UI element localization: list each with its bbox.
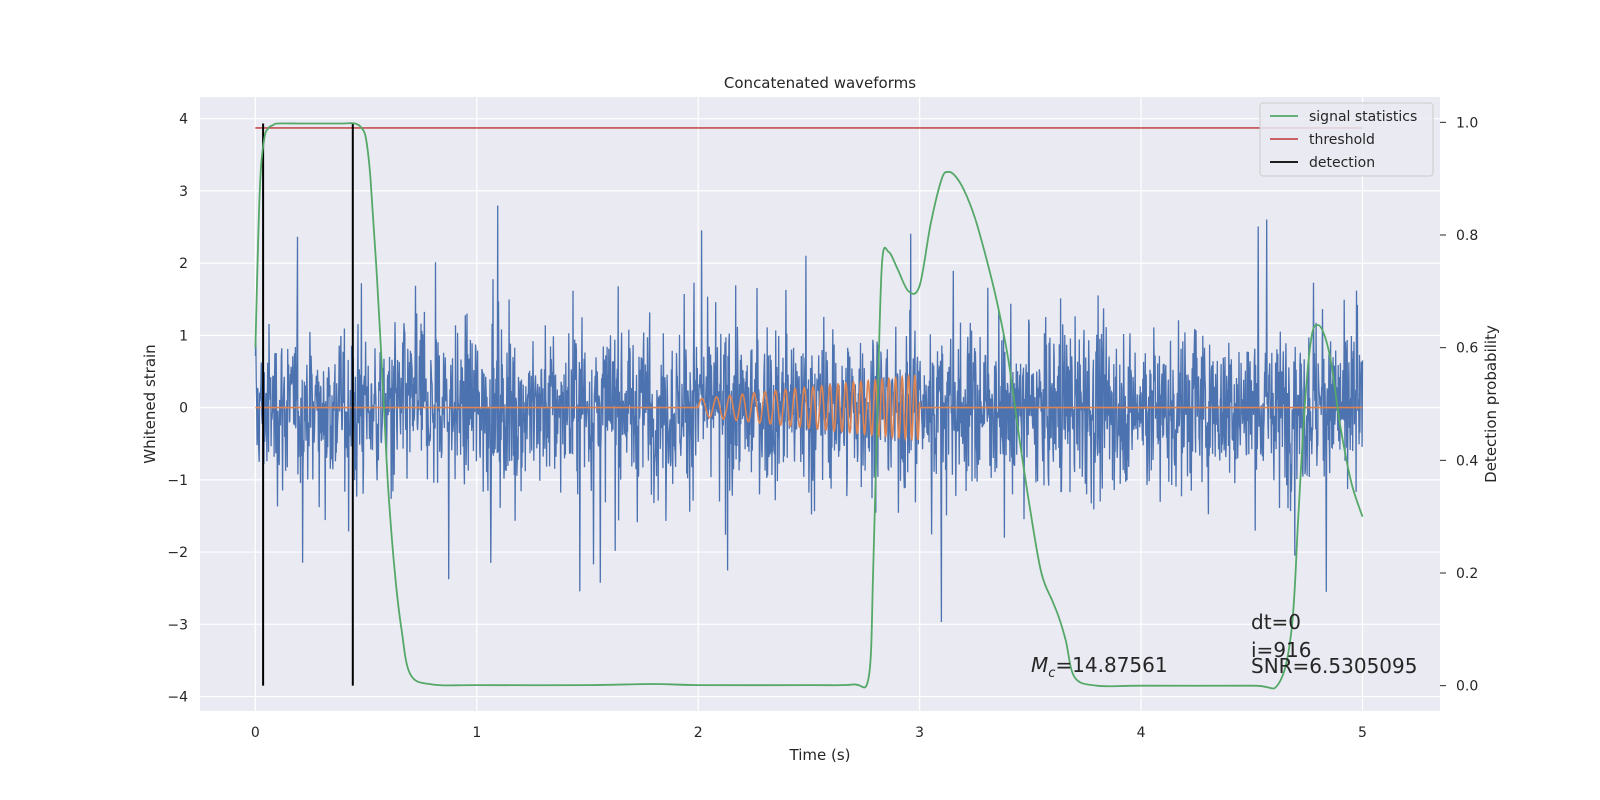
y-tick-label: 1 xyxy=(179,328,188,344)
y-tick-label: 0 xyxy=(179,401,188,417)
y-tick-label: −3 xyxy=(167,617,188,633)
chirp-mass-symbol: M xyxy=(1031,653,1048,677)
y2-tick-label: 0.0 xyxy=(1456,679,1478,695)
legend: signal statistics threshold detection xyxy=(1259,102,1434,177)
annotations: Mc=14.87561 dt=0 i=916 SNR=6.5305095 xyxy=(1031,610,1417,681)
right-axis-ticks: 0.0 0.2 0.4 0.6 0.8 1.0 xyxy=(1440,115,1478,695)
chirp-mass-annotation: Mc=14.87561 xyxy=(1031,653,1168,681)
y-tick-label: −1 xyxy=(167,473,188,489)
x-tick-label: 0 xyxy=(251,725,260,741)
bottom-axis-ticks: 0 1 2 3 4 5 xyxy=(251,725,1367,741)
y-tick-label: −2 xyxy=(167,545,188,561)
y2-tick-label: 0.8 xyxy=(1456,228,1478,244)
y2-tick-label: 0.4 xyxy=(1456,453,1478,469)
y-tick-label: 3 xyxy=(179,184,188,200)
y-tick-label: 4 xyxy=(179,112,188,128)
x-axis-label: Time (s) xyxy=(789,746,851,764)
y2-axis-label: Detection probability xyxy=(1482,325,1500,483)
injected-waveform-line xyxy=(255,373,1363,442)
y2-tick-label: 0.6 xyxy=(1456,341,1478,357)
legend-label-signal-statistics: signal statistics xyxy=(1309,109,1417,125)
strain-line xyxy=(254,205,1364,623)
legend-label-threshold: threshold xyxy=(1309,132,1375,148)
series-layer xyxy=(254,122,1364,690)
y-tick-label: −4 xyxy=(167,690,188,706)
dt-annotation: dt=0 xyxy=(1251,610,1301,634)
signal-statistics-line xyxy=(254,122,1364,690)
legend-box xyxy=(1259,102,1434,177)
y2-tick-label: 1.0 xyxy=(1456,115,1478,131)
index-annotation: i=916 xyxy=(1251,638,1312,662)
x-tick-label: 5 xyxy=(1358,725,1367,741)
x-tick-label: 1 xyxy=(472,725,481,741)
y2-tick-label: 0.2 xyxy=(1456,566,1478,582)
x-tick-label: 3 xyxy=(915,725,924,741)
chirp-mass-subscript: c xyxy=(1048,666,1055,681)
chirp-mass-value: =14.87561 xyxy=(1055,653,1167,677)
legend-label-detection: detection xyxy=(1309,155,1375,171)
y-tick-label: 2 xyxy=(179,256,188,272)
chart-title: Concatenated waveforms xyxy=(724,74,916,92)
x-tick-label: 2 xyxy=(694,725,703,741)
x-tick-label: 4 xyxy=(1137,725,1146,741)
snr-annotation: SNR=6.5305095 xyxy=(1251,654,1417,678)
left-axis-ticks: −4 −3 −2 −1 0 1 2 3 4 xyxy=(167,112,188,706)
y-axis-label: Whitened strain xyxy=(141,344,159,463)
